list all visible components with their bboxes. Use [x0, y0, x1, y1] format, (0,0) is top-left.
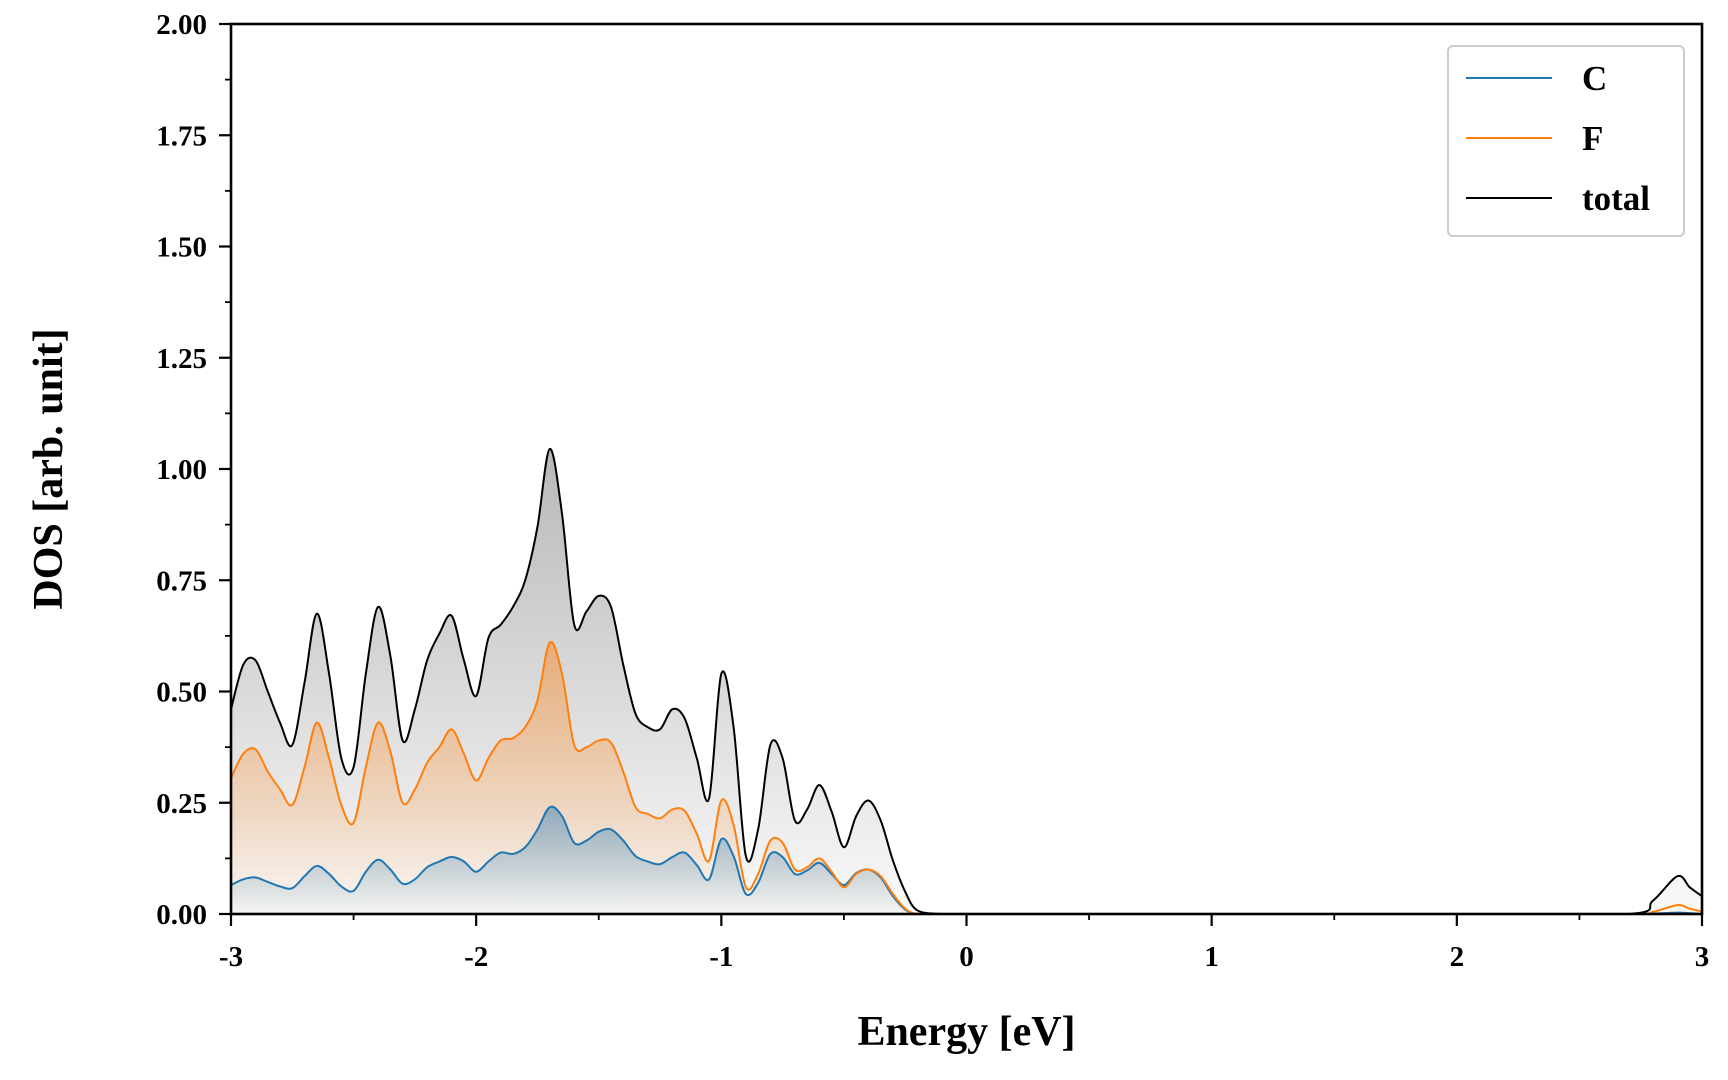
x-tick-label: 3: [1695, 941, 1710, 973]
y-tick-label: 0.75: [156, 565, 207, 597]
x-tick-label: 0: [959, 941, 974, 973]
legend-label-f: F: [1582, 119, 1603, 158]
y-tick-label: 1.25: [156, 343, 207, 375]
y-tick-label: 1.75: [156, 120, 207, 152]
x-tick-label: -2: [464, 941, 488, 973]
x-axis-ticks: -3 -2 -1 0 1 2 3: [219, 914, 1709, 973]
area-fills: [231, 448, 1702, 914]
x-axis-label: Energy [eV]: [857, 1009, 1075, 1055]
x-tick-label: 2: [1450, 941, 1465, 973]
series-line-total: [230, 447, 1703, 916]
legend-box: [1447, 45, 1685, 237]
y-tick-label: 0.00: [156, 899, 207, 931]
y-tick-label: 1.00: [156, 454, 207, 486]
y-tick-label: 0.25: [156, 788, 207, 820]
area-fill-c: [231, 806, 1702, 914]
y-axis-ticks: 0.00 0.25 0.50 0.75 1.00 1.25 1.50 1.75 2.00: [156, 9, 231, 931]
legend-label-c: C: [1582, 59, 1607, 98]
legend-label-total: total: [1582, 179, 1650, 218]
y-tick-label: 1.50: [156, 232, 207, 264]
y-tick-label: 2.00: [156, 9, 207, 41]
y-tick-label: 0.50: [156, 677, 207, 709]
x-tick-label: 1: [1204, 941, 1219, 973]
y-axis-label: DOS [arb. unit]: [26, 328, 72, 609]
x-tick-label: -3: [219, 941, 243, 973]
x-tick-label: -1: [709, 941, 733, 973]
